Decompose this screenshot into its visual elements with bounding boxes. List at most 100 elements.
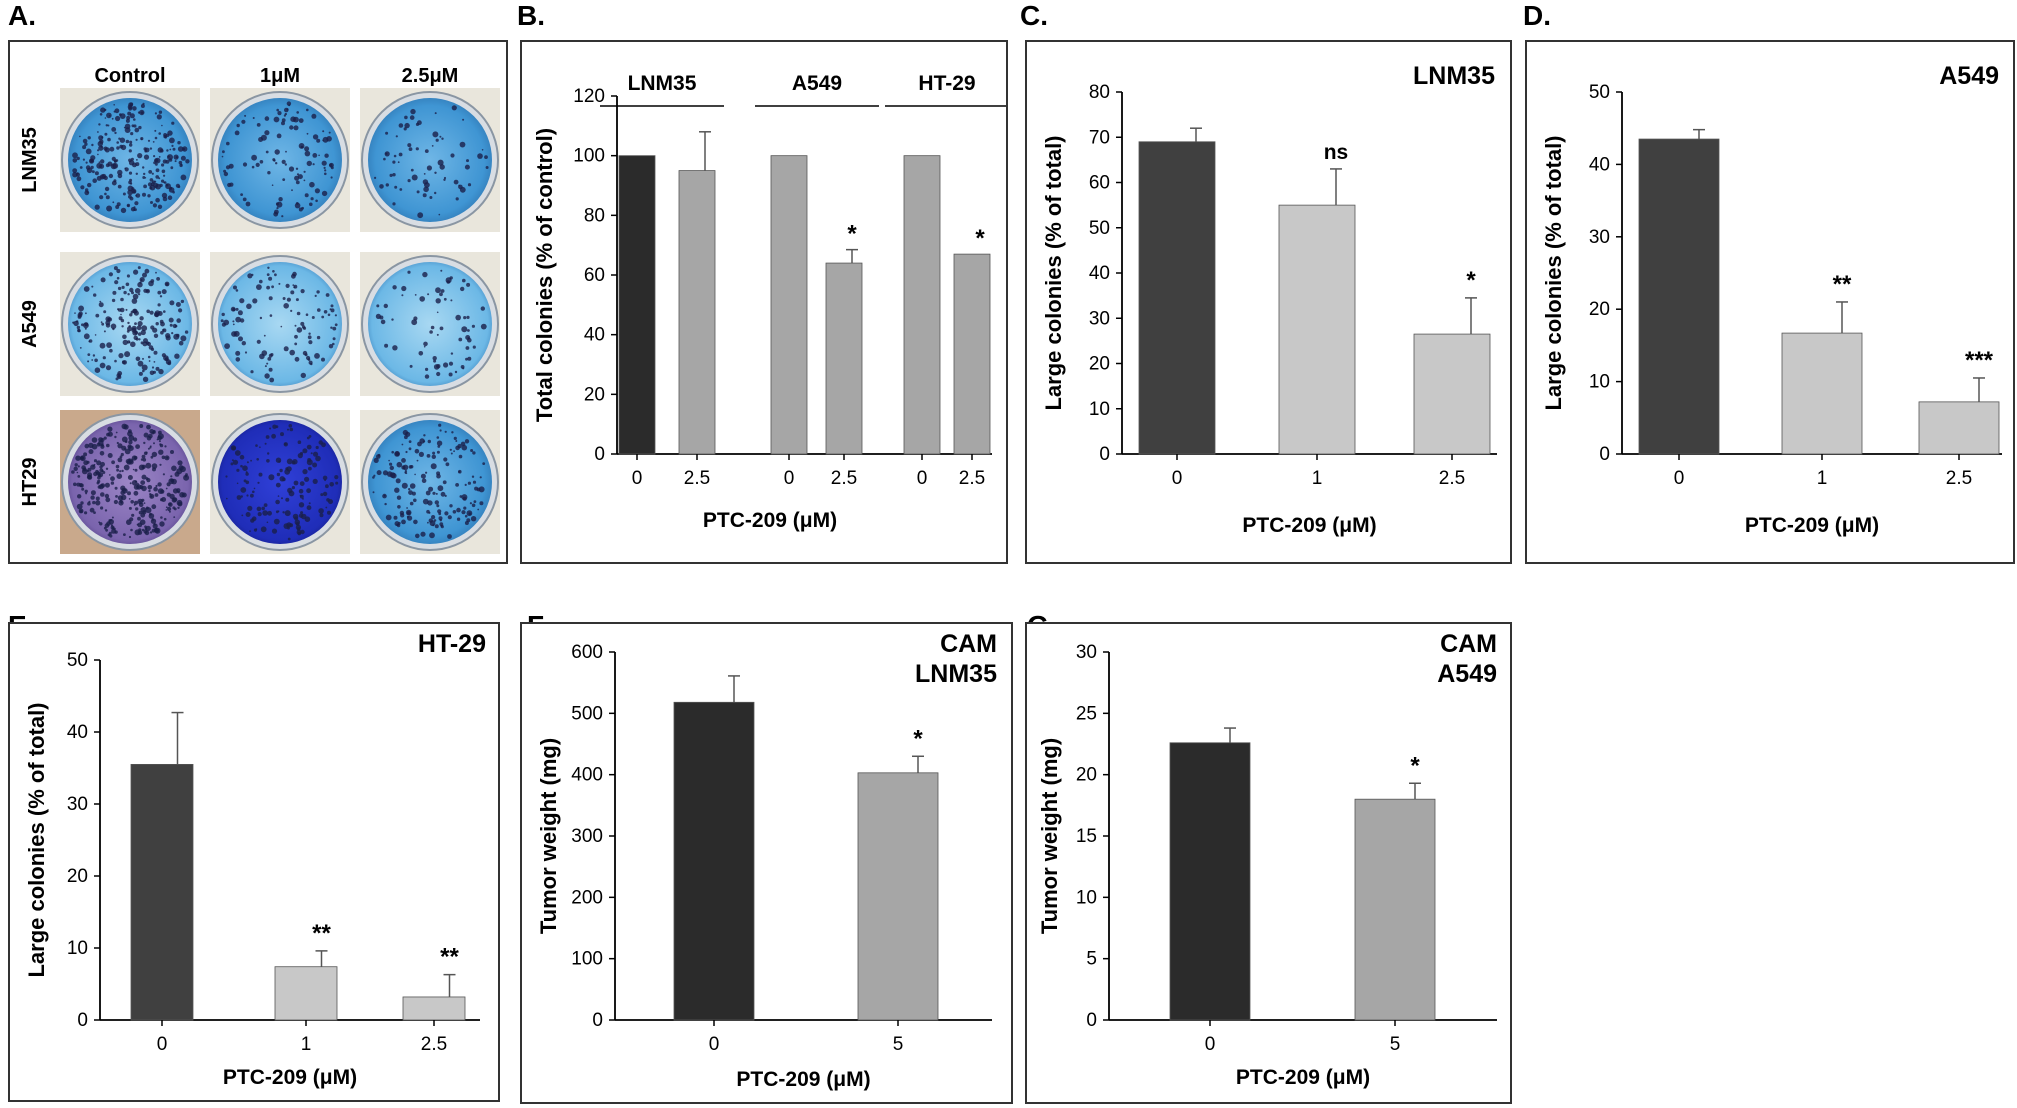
colony-dot [80, 185, 85, 190]
colony-dot [133, 503, 136, 506]
colony-dot [295, 202, 299, 205]
y-tick-label: 200 [571, 887, 603, 908]
colony-dot [286, 297, 291, 302]
colony-dot [94, 171, 99, 176]
colony-dot [434, 500, 439, 505]
colony-dot [315, 445, 319, 450]
y-tick-label: 25 [1076, 703, 1097, 724]
colony-dot [463, 506, 467, 510]
colony-dot [102, 471, 106, 474]
colony-dot [111, 117, 114, 120]
colony-dot [242, 197, 247, 202]
colony-dot [178, 340, 184, 346]
panel-letter-b: B. [517, 0, 545, 31]
bar-HT-29-2.5 [953, 253, 991, 455]
colony-dot [104, 147, 110, 153]
colony-dot [149, 186, 153, 190]
colony-dot [443, 176, 447, 180]
colony-dot [162, 328, 167, 333]
colony-dot [142, 369, 145, 373]
colony-dot [398, 123, 404, 128]
colony-dot [119, 470, 122, 473]
colony-dot [406, 511, 411, 515]
colony-dot [380, 319, 386, 325]
colony-dot [440, 289, 445, 293]
colony-dot [241, 514, 244, 517]
colony-dot [401, 294, 404, 297]
x-tick-label: 0 [1205, 1034, 1216, 1055]
colony-dot [284, 442, 287, 446]
colony-dot [268, 367, 273, 372]
colony-dot [117, 457, 123, 463]
col-label-control: Control [94, 65, 165, 87]
colony-dot [221, 155, 224, 158]
bar-A549-2.5 [825, 262, 863, 455]
colony-dot [127, 111, 132, 116]
colony-dot [324, 479, 326, 482]
colony-dot [242, 162, 248, 167]
colony-dot [384, 502, 387, 506]
colony-dot [405, 431, 411, 437]
colony-dot [235, 307, 239, 311]
colony-dot [443, 178, 446, 181]
petri-dish [360, 410, 500, 554]
colony-dot [413, 519, 418, 525]
colony-dot [174, 353, 180, 359]
colony-dot [312, 451, 319, 457]
colony-dot [90, 155, 96, 161]
colony-dot [230, 462, 234, 466]
panel-letter-a: A. [8, 0, 36, 31]
colony-dot [102, 356, 106, 360]
colony-dot [135, 507, 139, 511]
colony-dot [140, 480, 146, 485]
colony-dot [144, 268, 150, 274]
colony-dot [322, 136, 329, 143]
colony-dot [302, 469, 308, 475]
colony-dot [303, 179, 306, 182]
colony-dot [287, 487, 293, 494]
colony-dot [467, 356, 472, 361]
colony-dot [484, 155, 488, 159]
colony-dot [294, 334, 298, 339]
colony-dot [383, 303, 388, 309]
colony-dot [264, 365, 267, 368]
colony-dot [134, 201, 139, 206]
colony-dot [283, 346, 289, 352]
colony-dot [100, 277, 106, 283]
colony-dot [127, 321, 130, 325]
colony-dot [262, 510, 268, 516]
colony-dot [250, 493, 254, 498]
x-tick-label: 0 [709, 1034, 720, 1055]
colony-dot [161, 163, 165, 167]
x-tick-label: 2.5 [421, 1034, 447, 1055]
colony-dot [177, 501, 183, 507]
colony-dot [456, 507, 461, 513]
colony-dot [470, 516, 477, 522]
col-label-2-5um: 2.5μM [402, 65, 459, 87]
colony-dot [439, 135, 442, 138]
colony-dot [158, 156, 161, 158]
colony-dot [277, 111, 282, 116]
bar-2.5 [402, 996, 466, 1021]
colony-dot [289, 427, 294, 432]
colony-dot [443, 457, 448, 462]
colony-dot [155, 163, 158, 166]
colony-dot [129, 140, 133, 144]
colony-dot [81, 468, 88, 475]
colony-dot [93, 511, 96, 514]
colony-dot [72, 321, 75, 324]
colony-dot [137, 153, 143, 159]
colony-dot [123, 290, 127, 295]
colony-dot [321, 160, 327, 166]
colony-dot [477, 508, 480, 511]
colony-dot [83, 286, 90, 292]
colony-dot [309, 202, 313, 207]
colony-dot [92, 170, 95, 174]
colony-dot [127, 204, 130, 207]
colony-dot [128, 102, 133, 108]
colony-dot [153, 350, 158, 355]
colony-dot [425, 471, 428, 474]
y-tick-label: 60 [1089, 173, 1110, 194]
colony-dot [145, 525, 151, 532]
colony-dot [144, 527, 148, 530]
